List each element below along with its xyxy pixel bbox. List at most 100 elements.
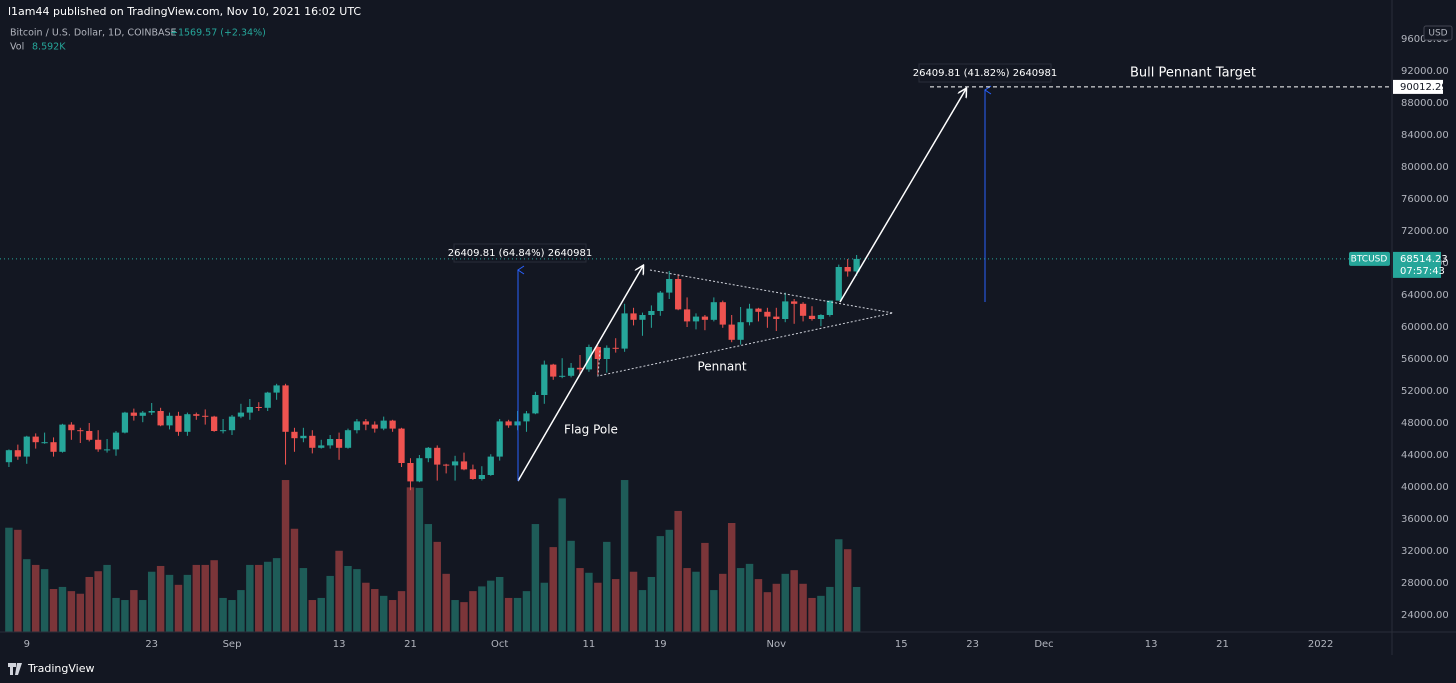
candle-body — [657, 292, 664, 311]
measure-label: 26409.81 (41.82%) 2640981 — [913, 68, 1058, 79]
volume-bar — [772, 583, 781, 632]
candle-body — [559, 375, 566, 377]
y-tick-label: 60000.00 — [1401, 322, 1449, 333]
y-tick-label: 92000.00 — [1401, 66, 1449, 77]
currency: USD — [1428, 29, 1447, 39]
y-tick-label: 44000.00 — [1401, 450, 1449, 461]
candle-body — [157, 411, 164, 426]
volume-bar — [487, 580, 495, 632]
volume-bar — [692, 571, 700, 632]
volume-bar — [674, 510, 682, 632]
volume-bar — [299, 568, 308, 632]
candle-body — [166, 415, 173, 426]
volume-bar — [683, 568, 691, 632]
volume-bar — [371, 589, 379, 632]
candle-body — [844, 267, 851, 272]
candle-body — [853, 258, 860, 272]
volume-bar — [540, 582, 549, 632]
candle-body — [95, 439, 102, 450]
candle-body — [309, 435, 316, 448]
volume-bar — [201, 564, 209, 632]
volume-bar — [567, 540, 575, 632]
volume-bar — [237, 590, 245, 632]
candle-body — [371, 424, 378, 429]
volume-bar — [763, 592, 772, 632]
volume-bar — [665, 529, 673, 632]
price-lines — [0, 86, 1392, 260]
y-tick-label: 64000.00 — [1401, 290, 1449, 301]
volume-bar — [424, 524, 433, 632]
volume-bar — [549, 547, 557, 632]
volume-bar — [817, 595, 825, 632]
volume-bar — [272, 558, 281, 632]
volume-bar — [852, 586, 861, 632]
volume-bar — [139, 600, 147, 632]
volume-bar — [478, 586, 486, 632]
last-price-label: 68514.23 — [1400, 254, 1448, 265]
y-tick-label: 72000.00 — [1401, 226, 1449, 237]
volume-bar — [94, 571, 102, 632]
candle-body — [826, 300, 833, 315]
candle-body — [300, 435, 307, 439]
x-tick-label: 2022 — [1308, 639, 1333, 650]
candle-body — [175, 415, 182, 432]
candle-body — [103, 449, 111, 451]
candle-body — [32, 436, 39, 443]
volume-bar — [165, 574, 174, 632]
volume-bar — [228, 600, 236, 632]
flag-pole-arrow — [517, 266, 643, 482]
candle-body — [59, 424, 66, 452]
y-tick-label: 48000.00 — [1401, 418, 1449, 429]
candle-body — [737, 322, 744, 340]
volume-bar — [790, 570, 798, 632]
x-tick-label: 23 — [966, 639, 979, 650]
volume-bar — [406, 487, 415, 632]
candle-body — [523, 413, 530, 422]
volume-bar — [255, 564, 263, 632]
volume-bar — [5, 527, 13, 632]
candle-body — [683, 309, 691, 322]
volume-bar — [719, 573, 727, 632]
candle-body — [496, 421, 503, 457]
y-tick-label: 52000.00 — [1401, 386, 1449, 397]
volume-bar — [67, 591, 76, 632]
x-tick-label: 15 — [895, 639, 908, 650]
y-tick-label: 76000.00 — [1401, 194, 1449, 205]
volume-bar — [531, 524, 540, 632]
candle-body — [389, 420, 396, 429]
volume-bar — [49, 589, 58, 632]
volume-bar — [522, 591, 531, 632]
candle-body — [398, 428, 405, 463]
volume-bar — [656, 536, 665, 632]
brand: TradingView — [27, 662, 94, 675]
symbol-info: Bitcoin / U.S. Dollar, 1D, COINBASE — [10, 28, 177, 39]
x-tick-label: Oct — [491, 639, 508, 650]
annotation: Flag Pole — [564, 423, 618, 437]
candles — [5, 255, 860, 491]
volume-bar — [460, 602, 468, 632]
volume-bar — [451, 600, 459, 632]
candle-body — [835, 267, 842, 301]
candle-body — [246, 407, 253, 413]
candle-body — [23, 436, 30, 457]
candle-body — [237, 412, 245, 417]
target-label: 90012.29 — [1400, 82, 1448, 93]
candle-body — [808, 315, 816, 319]
x-tick-label: 13 — [333, 639, 346, 650]
candle-body — [41, 442, 48, 444]
candle-body — [255, 407, 262, 408]
volume-bar — [620, 480, 629, 632]
x-tick-label: 11 — [583, 639, 596, 650]
y-tick-label: 28000.00 — [1401, 578, 1449, 589]
y-tick-label: 36000.00 — [1401, 514, 1449, 525]
volume-bar — [281, 480, 290, 632]
volume-bar — [754, 579, 763, 632]
x-tick-label: 23 — [145, 639, 158, 650]
y-tick-label: 24000.00 — [1401, 610, 1449, 621]
volume-bar — [121, 600, 129, 632]
volume-bar — [558, 498, 566, 632]
volume-bar — [647, 576, 656, 632]
candle-body — [202, 415, 209, 417]
candle-body — [219, 430, 227, 432]
